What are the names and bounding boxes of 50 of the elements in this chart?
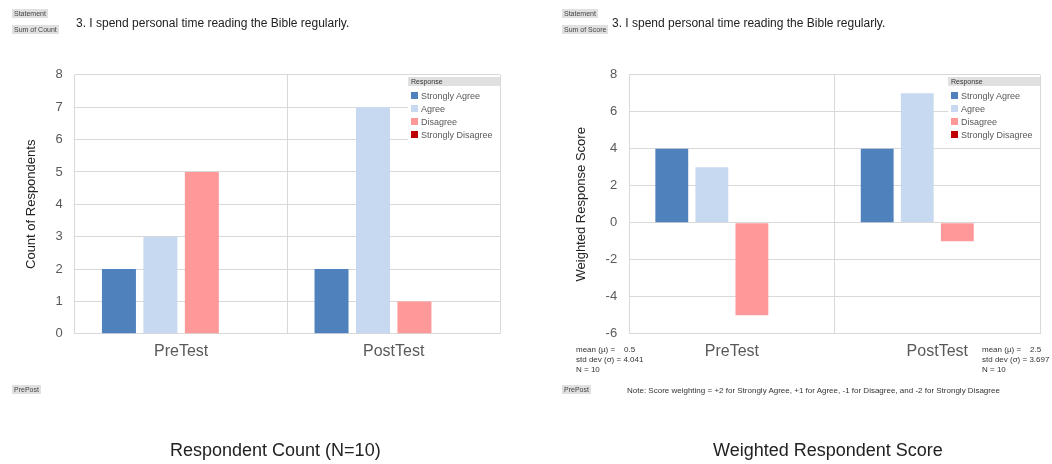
bar	[655, 148, 689, 223]
text: Respondent Count (N=10)	[170, 440, 381, 461]
y-tick-label: -4	[605, 288, 618, 304]
text: Weighted Respondent Score	[713, 440, 943, 461]
legend-label: Disagree	[421, 116, 458, 127]
bar	[695, 167, 729, 223]
x-tick-label: PreTest	[704, 341, 760, 359]
bar	[143, 236, 178, 334]
chart-title: 3. I spend personal time reading the Bible regularly.	[612, 16, 886, 30]
legend-label: Strongly Disagree	[961, 129, 1033, 140]
legend-label: Strongly Agree	[421, 90, 481, 101]
y-tick-label: 1	[55, 293, 63, 308]
y-tick-label: -2	[605, 251, 618, 267]
y-tick-label: 4	[55, 195, 63, 211]
y-tick-label: 5	[55, 163, 63, 179]
y-axis-title: Count of Respondents	[23, 139, 39, 269]
y-tick-label: 0	[609, 214, 618, 230]
bar	[397, 301, 432, 334]
bar	[355, 107, 390, 334]
y-tick-label: 4	[609, 140, 618, 156]
legend-label: Strongly Agree	[961, 90, 1021, 101]
text: Note: Score weighting = +2 for Strongly Agree, +1 for Agree, -1 for Disagree, and -2 for Strongly Disagree	[627, 386, 1000, 395]
y-tick-label: 8	[609, 66, 618, 82]
x-tick-label: PostTest	[363, 341, 425, 359]
bar	[735, 223, 769, 316]
y-tick-label: 2	[55, 260, 63, 276]
x-tick-label: PostTest	[906, 341, 969, 359]
text: mean (µ) = 2.5 std dev (σ) = 3.697 N = 10	[982, 345, 1050, 375]
legend-label: Agree	[421, 103, 446, 114]
chart-title: 3. I spend personal time reading the Bible regularly.	[76, 16, 350, 30]
legend-label: Disagree	[961, 116, 998, 127]
legend-label: Strongly Disagree	[421, 129, 493, 140]
x-tick-label: PreTest	[154, 341, 209, 359]
y-tick-label: 8	[55, 66, 63, 82]
bar	[184, 171, 219, 334]
y-tick-label: 2	[609, 177, 618, 193]
y-axis-title: Weighted Response Score	[573, 127, 589, 282]
bar	[314, 269, 349, 334]
bar	[900, 93, 934, 223]
bar	[101, 269, 136, 334]
bar	[860, 148, 894, 223]
y-tick-label: 7	[55, 98, 63, 114]
y-tick-label: 6	[55, 131, 63, 147]
text: mean (µ) = 0.5 std dev (σ) = 4.041 N = 10	[576, 345, 644, 375]
y-tick-label: -6	[605, 325, 618, 341]
y-tick-label: 3	[55, 228, 63, 244]
bar	[940, 223, 974, 242]
legend-label: Agree	[961, 103, 986, 114]
y-tick-label: 6	[609, 103, 618, 119]
y-tick-label: 0	[55, 325, 63, 341]
